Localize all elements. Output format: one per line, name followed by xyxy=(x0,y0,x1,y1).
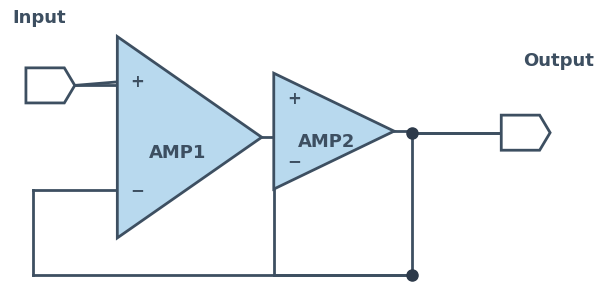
Text: +: + xyxy=(287,90,301,108)
Text: −: − xyxy=(131,181,144,199)
Text: AMP1: AMP1 xyxy=(149,143,206,162)
Polygon shape xyxy=(501,115,550,150)
Text: AMP2: AMP2 xyxy=(298,133,356,151)
Text: Input: Input xyxy=(12,9,65,27)
Polygon shape xyxy=(117,37,262,238)
Text: Output: Output xyxy=(524,52,595,70)
Polygon shape xyxy=(26,68,75,103)
Text: −: − xyxy=(287,152,301,170)
Text: +: + xyxy=(131,73,144,91)
Polygon shape xyxy=(274,73,394,189)
